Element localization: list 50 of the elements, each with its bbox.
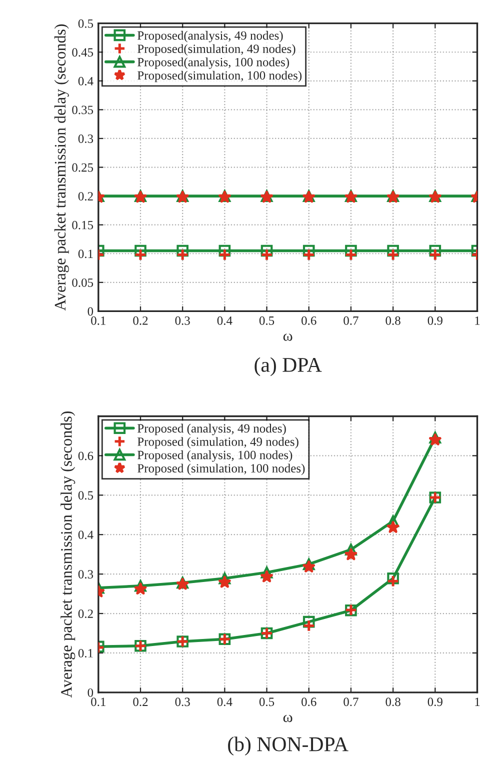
x-tick-label: 1 bbox=[475, 316, 480, 325]
x-tick-label: 0.3 bbox=[175, 316, 190, 325]
text: (b) NON-DPA bbox=[228, 736, 348, 756]
y-tick-label: 0.4 bbox=[78, 530, 94, 540]
y-axis-title: Average packet transmission delay (seconds) bbox=[54, 24, 69, 311]
y-tick-label: 0.15 bbox=[72, 220, 94, 230]
y-tick-label: 0.35 bbox=[72, 106, 94, 114]
y-tick-label: 0.45 bbox=[72, 48, 94, 57]
x-tick-label: 0.6 bbox=[302, 698, 316, 706]
y-tick-label: 0.3 bbox=[78, 134, 94, 143]
x-axis-title: ω bbox=[283, 334, 292, 341]
legend-label: Proposed (analysis, 100 nodes) bbox=[138, 450, 292, 462]
legend-label: Proposed(analysis, 100 nodes) bbox=[138, 58, 290, 69]
y-tick-label: 0.6 bbox=[78, 452, 94, 460]
x-axis-title: ω bbox=[283, 714, 292, 722]
legend-label: Proposed(analysis, 49 nodes) bbox=[138, 30, 283, 42]
x-tick-label: 0.9 bbox=[428, 316, 442, 325]
x-tick-label: 0.3 bbox=[175, 698, 190, 706]
legend-label: Proposed (analysis, 49 nodes) bbox=[138, 424, 286, 436]
y-tick-label: 0 bbox=[88, 688, 94, 697]
y-axis-title: Average packet transmission delay (seconds) bbox=[60, 411, 76, 698]
x-tick-label: 0.8 bbox=[386, 316, 400, 325]
y-tick-label: 0.05 bbox=[72, 278, 94, 287]
x-tick-label: 0.4 bbox=[217, 316, 232, 325]
x-tick-label: 1 bbox=[475, 698, 480, 706]
y-tick-label: 0.1 bbox=[78, 648, 93, 658]
x-tick-label: 0.8 bbox=[386, 698, 400, 706]
y-tick-label: 0.2 bbox=[78, 610, 93, 618]
legend-label: Proposed (simulation, 100 nodes) bbox=[138, 464, 305, 476]
y-tick-label: 0.25 bbox=[72, 163, 94, 172]
legend-label: Proposed(simulation, 49 nodes) bbox=[138, 44, 296, 56]
x-tick-label: 0.2 bbox=[133, 316, 148, 325]
legend-label: Proposed(simulation, 100 nodes) bbox=[138, 70, 302, 82]
y-tick-label: 0.1 bbox=[78, 250, 93, 258]
x-tick-label: 0.6 bbox=[302, 316, 316, 325]
legend-label: Proposed (simulation, 49 nodes) bbox=[138, 437, 298, 448]
y-tick-label: 0.5 bbox=[78, 19, 94, 28]
y-tick-label: 0.5 bbox=[78, 491, 94, 500]
y-tick-label: 0.3 bbox=[78, 570, 94, 579]
y-tick-label: 0.4 bbox=[78, 76, 94, 86]
y-tick-label: 0 bbox=[88, 307, 94, 316]
x-tick-label: 0.4 bbox=[217, 698, 232, 706]
x-tick-label: 0.9 bbox=[428, 698, 442, 706]
x-tick-label: 0.5 bbox=[259, 316, 274, 325]
x-tick-label: 0.2 bbox=[133, 698, 148, 706]
x-tick-label: 0.5 bbox=[259, 698, 274, 706]
text: (a) DPA bbox=[254, 357, 322, 376]
x-tick-label: 0.7 bbox=[344, 698, 358, 706]
x-tick-label: 0.7 bbox=[344, 316, 358, 325]
y-tick-label: 0.2 bbox=[78, 192, 93, 201]
